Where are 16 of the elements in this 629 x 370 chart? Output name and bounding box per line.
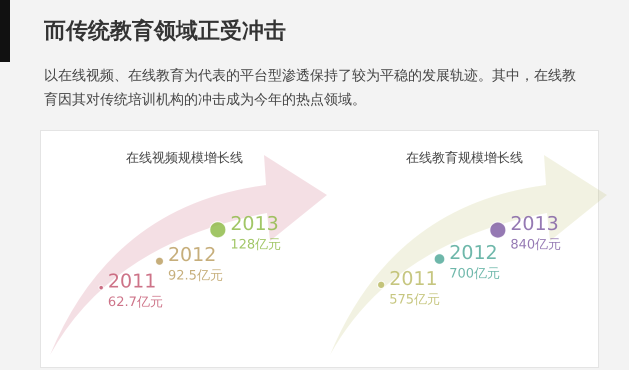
data-label: 575亿元 xyxy=(389,292,440,308)
data-label: 840亿元 xyxy=(510,238,562,253)
category-label: 2013 xyxy=(510,213,559,236)
data-label: 700亿元 xyxy=(449,266,500,282)
category-label: 2013 xyxy=(230,212,279,235)
data-label: 62.7亿元 xyxy=(108,295,163,310)
category-label: 2012 xyxy=(168,244,216,266)
text: 而传统教育领域正受冲击 xyxy=(44,18,286,46)
text: 在线视频规模增长线 xyxy=(126,151,243,166)
text: 在线教育规模增长线 xyxy=(406,150,523,166)
data-label: 128亿元 xyxy=(230,237,282,252)
text: 以在线视频、在线教育为代表的平台型渗透保持了较为平稳的发展轨迹。其中，在线教育因其对传统培训机构的冲击成为今年的热点领域。 xyxy=(44,67,577,110)
category-label: 2011 xyxy=(108,270,156,293)
category-label: 2012 xyxy=(449,242,498,264)
category-label: 2011 xyxy=(389,268,438,290)
data-label: 92.5亿元 xyxy=(168,268,223,284)
